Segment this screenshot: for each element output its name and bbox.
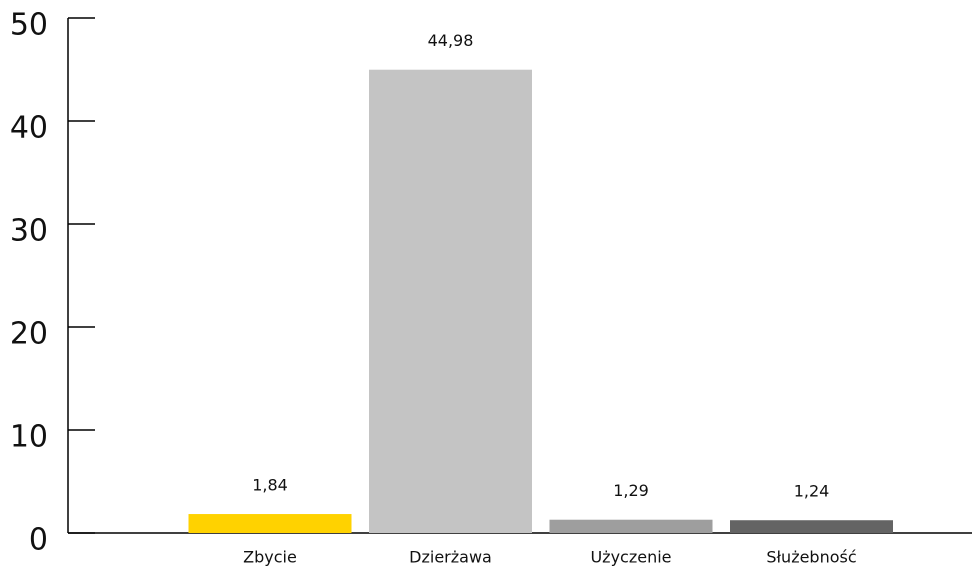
y-tick-label: 10 <box>10 420 48 455</box>
y-tick-label: 0 <box>29 523 48 558</box>
x-tick-label: Służebność <box>766 548 856 567</box>
x-tick-label: Zbycie <box>243 548 297 567</box>
x-tick-label: Użyczenie <box>590 548 671 567</box>
value-label: 44,98 <box>428 31 474 50</box>
y-tick-label: 40 <box>10 111 48 146</box>
bar <box>549 519 713 533</box>
y-tick-label: 20 <box>10 317 48 352</box>
bar <box>369 69 532 534</box>
value-label: 1,84 <box>252 476 288 495</box>
bar <box>188 514 352 533</box>
y-tick-label: 30 <box>10 214 48 249</box>
value-label: 1,29 <box>613 481 649 500</box>
value-label: 1,24 <box>794 482 830 501</box>
y-tick-label: 50 <box>10 8 48 43</box>
bar <box>730 520 893 533</box>
x-tick-label: Dzierżawa <box>409 548 492 567</box>
